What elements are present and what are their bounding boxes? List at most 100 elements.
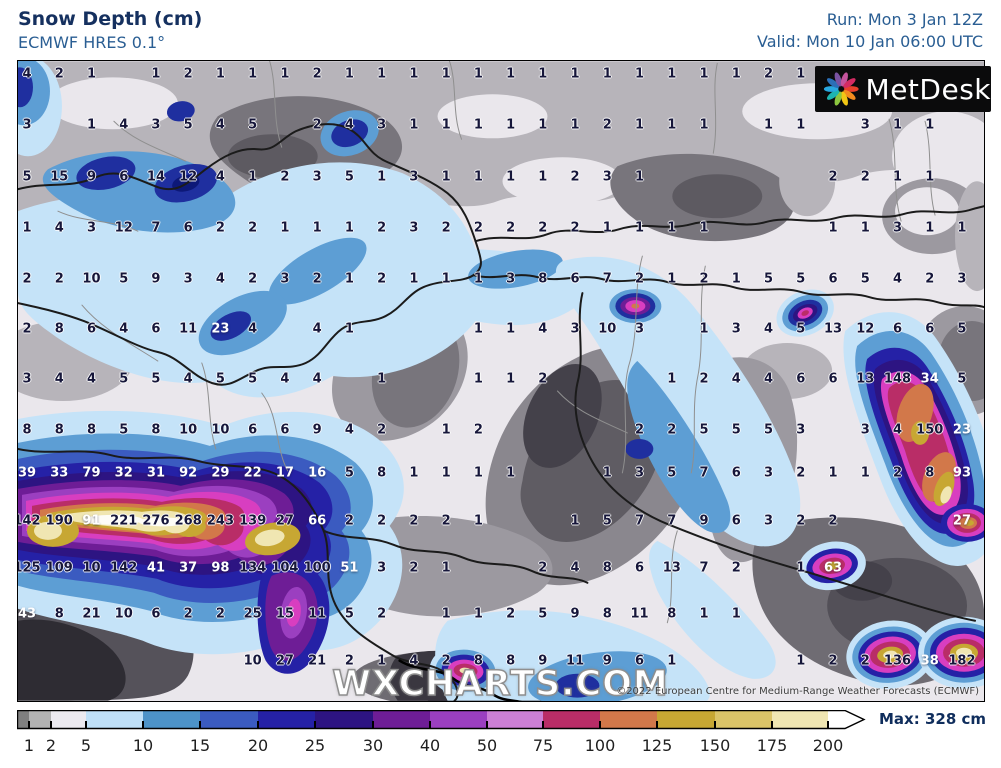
grid-value: 17 xyxy=(275,465,294,481)
grid-value: 10 xyxy=(82,560,101,576)
grid-value: 3 xyxy=(312,169,322,185)
grid-value: 268 xyxy=(174,513,202,529)
grid-value: 5 xyxy=(538,606,548,622)
grid-value: 134 xyxy=(239,560,267,576)
grid-value: 1 xyxy=(506,321,516,337)
grid-value: 2 xyxy=(860,653,870,669)
grid-value: 2 xyxy=(22,271,32,287)
grid-value: 2 xyxy=(344,653,354,669)
grid-value: 1 xyxy=(667,220,677,236)
grid-value: 6 xyxy=(925,321,935,337)
grid-value: 3 xyxy=(892,220,902,236)
colorbar-tick-label: 1 xyxy=(24,736,34,755)
grid-value: 5 xyxy=(344,169,354,185)
grid-value: 1 xyxy=(473,271,483,287)
grid-value: 2 xyxy=(635,422,645,438)
grid-value: 1 xyxy=(892,117,902,133)
grid-value: 5 xyxy=(183,117,193,133)
grid-value: 6 xyxy=(892,321,902,337)
grid-value: 3 xyxy=(377,560,387,576)
grid-value: 4 xyxy=(312,321,322,337)
grid-value: 3 xyxy=(957,271,967,287)
grid-value: 6 xyxy=(183,220,193,236)
grid-value: 10 xyxy=(211,422,230,438)
grid-value: 1 xyxy=(409,117,419,133)
colorbar-tick-label: 75 xyxy=(533,736,553,755)
grid-value: 8 xyxy=(602,606,612,622)
grid-value: 2 xyxy=(215,606,225,622)
colorbar-tick-label: 50 xyxy=(477,736,497,755)
grid-value: 27 xyxy=(275,653,294,669)
grid-value: 32 xyxy=(114,465,133,481)
grid-value: 8 xyxy=(86,422,96,438)
grid-value: 2 xyxy=(796,513,806,529)
grid-value: 2 xyxy=(248,220,258,236)
grid-value: 1 xyxy=(635,220,645,236)
bullseye-bottom xyxy=(429,644,502,697)
grid-value: 6 xyxy=(796,371,806,387)
grid-value: 136 xyxy=(883,653,912,669)
grid-value: 8 xyxy=(602,560,612,576)
grid-value: 12 xyxy=(179,169,198,185)
grid-value: 6 xyxy=(248,422,258,438)
grid-value: 4 xyxy=(215,169,225,185)
grid-value: 11 xyxy=(308,606,327,622)
grid-value: 4 xyxy=(731,371,741,387)
grid-value: 7 xyxy=(635,513,645,529)
grid-value: 5 xyxy=(248,371,258,387)
grid-value: 1 xyxy=(570,513,580,529)
page-title: Snow Depth (cm) xyxy=(18,8,203,30)
grid-value: 6 xyxy=(731,465,741,481)
grid-value: 10 xyxy=(179,422,198,438)
grid-value: 2 xyxy=(635,271,645,287)
grid-value: 13 xyxy=(823,321,843,337)
grid-value: 2 xyxy=(731,560,741,576)
grid-value: 2 xyxy=(312,271,322,287)
grid-value: 25 xyxy=(243,606,262,622)
grid-value: 2 xyxy=(183,606,193,622)
grid-value: 6 xyxy=(86,321,96,337)
grid-value: 3 xyxy=(731,321,741,337)
grid-value: 1 xyxy=(796,653,806,669)
grid-value: 1 xyxy=(506,169,516,185)
grid-value: 1 xyxy=(506,371,516,387)
grid-value: 1 xyxy=(957,220,967,236)
grid-value: 2 xyxy=(377,606,387,622)
grid-value: 1 xyxy=(570,117,580,133)
grid-value: 1 xyxy=(344,66,354,82)
grid-value: 4 xyxy=(763,371,774,387)
grid-value: 1 xyxy=(441,66,451,82)
grid-value: 1 xyxy=(473,513,483,529)
metdesk-logo: MetDesk xyxy=(815,66,991,112)
grid-value: 5 xyxy=(119,422,129,438)
copyright-note: ©2022 European Centre for Medium-Range W… xyxy=(616,686,979,697)
grid-value: 2 xyxy=(377,271,387,287)
grid-value: 6 xyxy=(151,321,161,337)
grid-value: 2 xyxy=(473,422,483,438)
grid-value: 1 xyxy=(344,271,354,287)
grid-value: 2 xyxy=(215,220,225,236)
grid-value: 98 xyxy=(211,560,230,576)
grid-value: 2 xyxy=(312,117,322,133)
grid-value: 2 xyxy=(699,271,709,287)
grid-value: 2 xyxy=(602,117,612,133)
grid-value: 5 xyxy=(763,422,774,438)
grid-value: 1 xyxy=(796,560,806,576)
bullseye-182 xyxy=(918,616,984,689)
colorbar-tick-label: 175 xyxy=(757,736,788,755)
grid-value: 11 xyxy=(179,321,198,337)
grid-value: 8 xyxy=(473,653,483,669)
grid-value: 1 xyxy=(602,220,612,236)
grid-value: 8 xyxy=(506,653,516,669)
grid-value: 148 xyxy=(883,371,912,387)
grid-value: 5 xyxy=(151,371,161,387)
grid-value: 1 xyxy=(892,169,902,185)
grid-value: 2 xyxy=(183,66,193,82)
grid-value: 23 xyxy=(952,422,971,438)
grid-value: 38 xyxy=(920,653,939,669)
grid-value: 21 xyxy=(308,653,327,669)
grid-value: 5 xyxy=(796,271,806,287)
grid-value: 29 xyxy=(211,465,230,481)
grid-value: 9 xyxy=(538,653,548,669)
grid-value: 3 xyxy=(86,220,96,236)
